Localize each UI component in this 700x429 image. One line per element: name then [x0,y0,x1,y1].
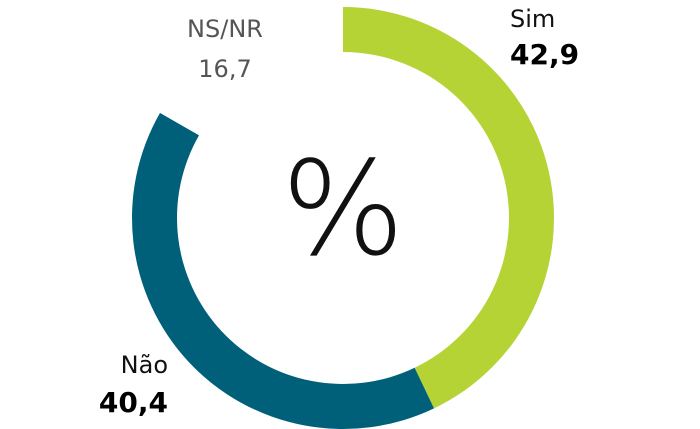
donut-segment [160,7,343,136]
category-label: Não [121,351,168,379]
center-label: % [281,133,405,285]
donut-segment [343,7,554,409]
category-label: NS/NR [187,15,263,43]
value-label: 40,4 [99,386,168,419]
value-label: 42,9 [510,38,579,71]
category-label: Sim [510,5,555,33]
value-label: 16,7 [198,55,251,83]
donut-segment [132,112,435,429]
